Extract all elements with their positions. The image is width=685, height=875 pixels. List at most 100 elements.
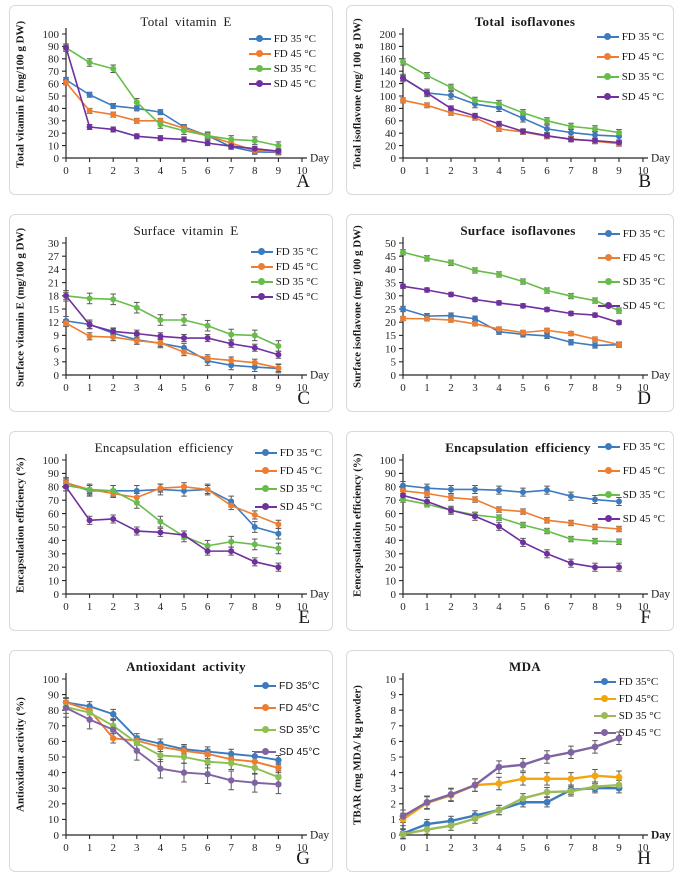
chart-title: MDA (509, 659, 541, 674)
svg-text:10: 10 (638, 601, 650, 613)
svg-text:7: 7 (568, 601, 574, 613)
svg-text:9: 9 (616, 382, 622, 394)
legend-label: FD 35 °C (279, 447, 322, 459)
legend-label: SD 35 °C (622, 489, 665, 501)
svg-text:40: 40 (385, 128, 397, 140)
svg-text:6: 6 (544, 165, 550, 177)
chart-legend: FD 35°C FD 45°C SD 35°C SD 45°C (254, 679, 320, 759)
legend-marker-icon (593, 695, 616, 703)
legend-label: FD 35 °C (273, 33, 316, 45)
legend-marker-icon (248, 50, 271, 58)
svg-text:10: 10 (385, 575, 397, 587)
svg-text:27: 27 (48, 251, 60, 263)
svg-text:2: 2 (110, 165, 116, 177)
svg-text:30: 30 (385, 549, 397, 561)
svg-text:10: 10 (297, 165, 309, 177)
svg-text:6: 6 (391, 736, 397, 748)
legend-item: FD 35 °C (250, 245, 318, 259)
svg-text:30: 30 (385, 291, 397, 303)
legend-marker-icon (597, 467, 620, 475)
legend-label: SD 45°C (279, 746, 320, 758)
svg-text:Day: Day (651, 370, 670, 382)
legend-marker-icon (254, 449, 277, 457)
legend-marker-icon (254, 726, 277, 734)
svg-text:6: 6 (205, 601, 211, 613)
chart-title: Total vitamin E (140, 14, 232, 29)
svg-text:5: 5 (391, 752, 397, 764)
legend-marker-icon (596, 93, 619, 101)
svg-text:Day: Day (651, 830, 671, 842)
svg-text:35: 35 (385, 277, 397, 289)
svg-text:5: 5 (181, 165, 187, 177)
panel-letter: C (297, 388, 310, 409)
chart-title: Surface isoflavones (460, 223, 576, 238)
svg-text:8: 8 (592, 382, 598, 394)
svg-text:2: 2 (448, 165, 454, 177)
legend-label: SD 45 °C (279, 501, 322, 513)
svg-text:6: 6 (54, 343, 60, 355)
svg-text:10: 10 (385, 343, 397, 355)
svg-text:90: 90 (48, 689, 60, 701)
legend-item: FD 35 °C (254, 446, 322, 460)
svg-text:100: 100 (380, 91, 397, 103)
svg-text:90: 90 (48, 41, 60, 53)
svg-text:10: 10 (385, 674, 397, 686)
svg-text:4: 4 (158, 165, 164, 177)
svg-text:3: 3 (472, 165, 478, 177)
svg-text:5: 5 (520, 165, 526, 177)
legend-item: SD 35 °C (250, 275, 318, 289)
svg-text:100: 100 (43, 29, 60, 41)
svg-text:9: 9 (616, 601, 622, 613)
legend-label: FD 35 °C (621, 31, 664, 43)
svg-text:7: 7 (568, 382, 574, 394)
svg-text:40: 40 (48, 535, 60, 547)
svg-text:10: 10 (48, 140, 60, 152)
svg-text:9: 9 (276, 165, 282, 177)
svg-text:18: 18 (48, 291, 60, 303)
svg-text:30: 30 (48, 238, 60, 250)
svg-text:9: 9 (276, 601, 282, 613)
svg-text:4: 4 (496, 601, 502, 613)
svg-text:3: 3 (472, 601, 478, 613)
legend-label: SD 35 °C (275, 276, 318, 288)
svg-text:4: 4 (496, 382, 502, 394)
legend-marker-icon (596, 73, 619, 81)
legend-marker-icon (593, 678, 616, 686)
legend-label: SD 35 °C (622, 276, 665, 288)
svg-text:70: 70 (385, 495, 397, 507)
chart-panel-total-vitamin-e: Total vitamin E Total vitamin E (mg/100 … (9, 5, 333, 195)
svg-text:6: 6 (544, 601, 550, 613)
svg-text:10: 10 (638, 842, 650, 854)
svg-text:70: 70 (48, 721, 60, 733)
legend-item: SD 35 °C (248, 62, 316, 76)
svg-text:3: 3 (391, 783, 397, 795)
svg-text:0: 0 (63, 165, 69, 177)
legend-item: FD 35 °C (596, 30, 664, 44)
svg-text:8: 8 (252, 165, 258, 177)
legend-label: SD 35 °C (621, 71, 664, 83)
svg-text:7: 7 (228, 601, 234, 613)
legend-marker-icon (250, 263, 273, 271)
svg-text:50: 50 (385, 238, 397, 250)
legend-label: FD 45 °C (622, 252, 665, 264)
svg-text:50: 50 (48, 91, 60, 103)
svg-text:1: 1 (87, 601, 93, 613)
svg-text:5: 5 (391, 357, 397, 369)
svg-text:0: 0 (391, 589, 397, 601)
legend-marker-icon (254, 682, 277, 690)
legend-item: SD 35 °C (597, 275, 665, 289)
legend-item: FD 35°C (254, 679, 320, 693)
svg-text:9: 9 (54, 330, 60, 342)
chart-title: Antioxidant activity (126, 659, 246, 674)
svg-text:0: 0 (400, 165, 406, 177)
panel-letter: E (298, 607, 310, 628)
svg-text:10: 10 (297, 601, 309, 613)
legend-label: SD 45 °C (621, 91, 664, 103)
svg-text:50: 50 (48, 522, 60, 534)
legend-label: FD 45 °C (622, 465, 665, 477)
svg-text:80: 80 (385, 103, 397, 115)
svg-text:0: 0 (400, 382, 406, 394)
